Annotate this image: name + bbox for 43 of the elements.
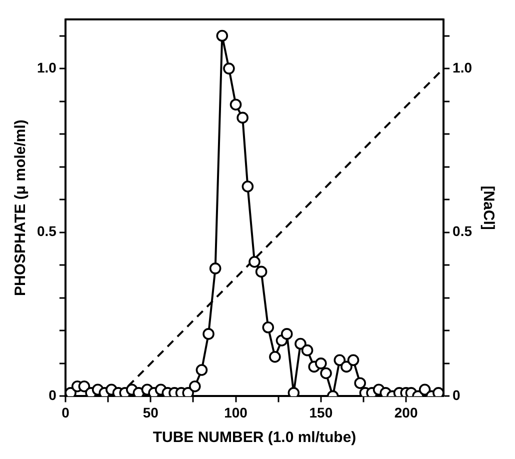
y-tick-label: 0.5 bbox=[36, 223, 57, 240]
y-tick-label: 1.0 bbox=[36, 59, 57, 76]
point bbox=[262, 321, 274, 334]
point bbox=[248, 256, 260, 268]
point bbox=[78, 380, 90, 392]
point bbox=[132, 387, 145, 396]
point bbox=[294, 338, 306, 350]
point bbox=[432, 387, 444, 396]
point bbox=[347, 354, 360, 366]
point bbox=[354, 377, 366, 389]
point bbox=[223, 62, 235, 74]
point bbox=[196, 364, 208, 376]
y-axis-title: PHOSPHATE (μ mole/ml) bbox=[12, 120, 30, 296]
point bbox=[320, 367, 332, 380]
point bbox=[340, 360, 352, 373]
x-tick-label: 0 bbox=[62, 404, 70, 420]
point bbox=[255, 266, 268, 278]
point bbox=[230, 98, 242, 110]
point bbox=[188, 380, 201, 392]
point bbox=[236, 112, 248, 124]
point bbox=[216, 30, 228, 42]
point bbox=[288, 387, 300, 396]
y2-axis-title: [NaCl] bbox=[480, 186, 497, 230]
x-axis-title: TUBE NUMBER (1.0 ml/tube) bbox=[152, 429, 356, 446]
point bbox=[315, 358, 327, 370]
y2-tick-label: 1.0 bbox=[452, 59, 472, 76]
point bbox=[202, 328, 214, 340]
point bbox=[301, 344, 314, 356]
x-tick-label: 150 bbox=[309, 404, 333, 420]
y2-tick-label: 0.5 bbox=[452, 223, 472, 240]
x-tick-label: 100 bbox=[224, 404, 248, 420]
x-tick-label: 50 bbox=[142, 404, 159, 420]
point bbox=[242, 180, 254, 192]
point bbox=[269, 350, 281, 363]
x-tick-label: 200 bbox=[394, 404, 418, 420]
y-tick-label: 0 bbox=[48, 387, 57, 404]
point bbox=[334, 354, 346, 366]
point bbox=[280, 328, 293, 340]
point bbox=[65, 387, 76, 396]
point bbox=[182, 387, 194, 396]
y2-tick-label: 0 bbox=[452, 387, 461, 404]
point bbox=[209, 262, 222, 274]
point bbox=[418, 384, 431, 396]
